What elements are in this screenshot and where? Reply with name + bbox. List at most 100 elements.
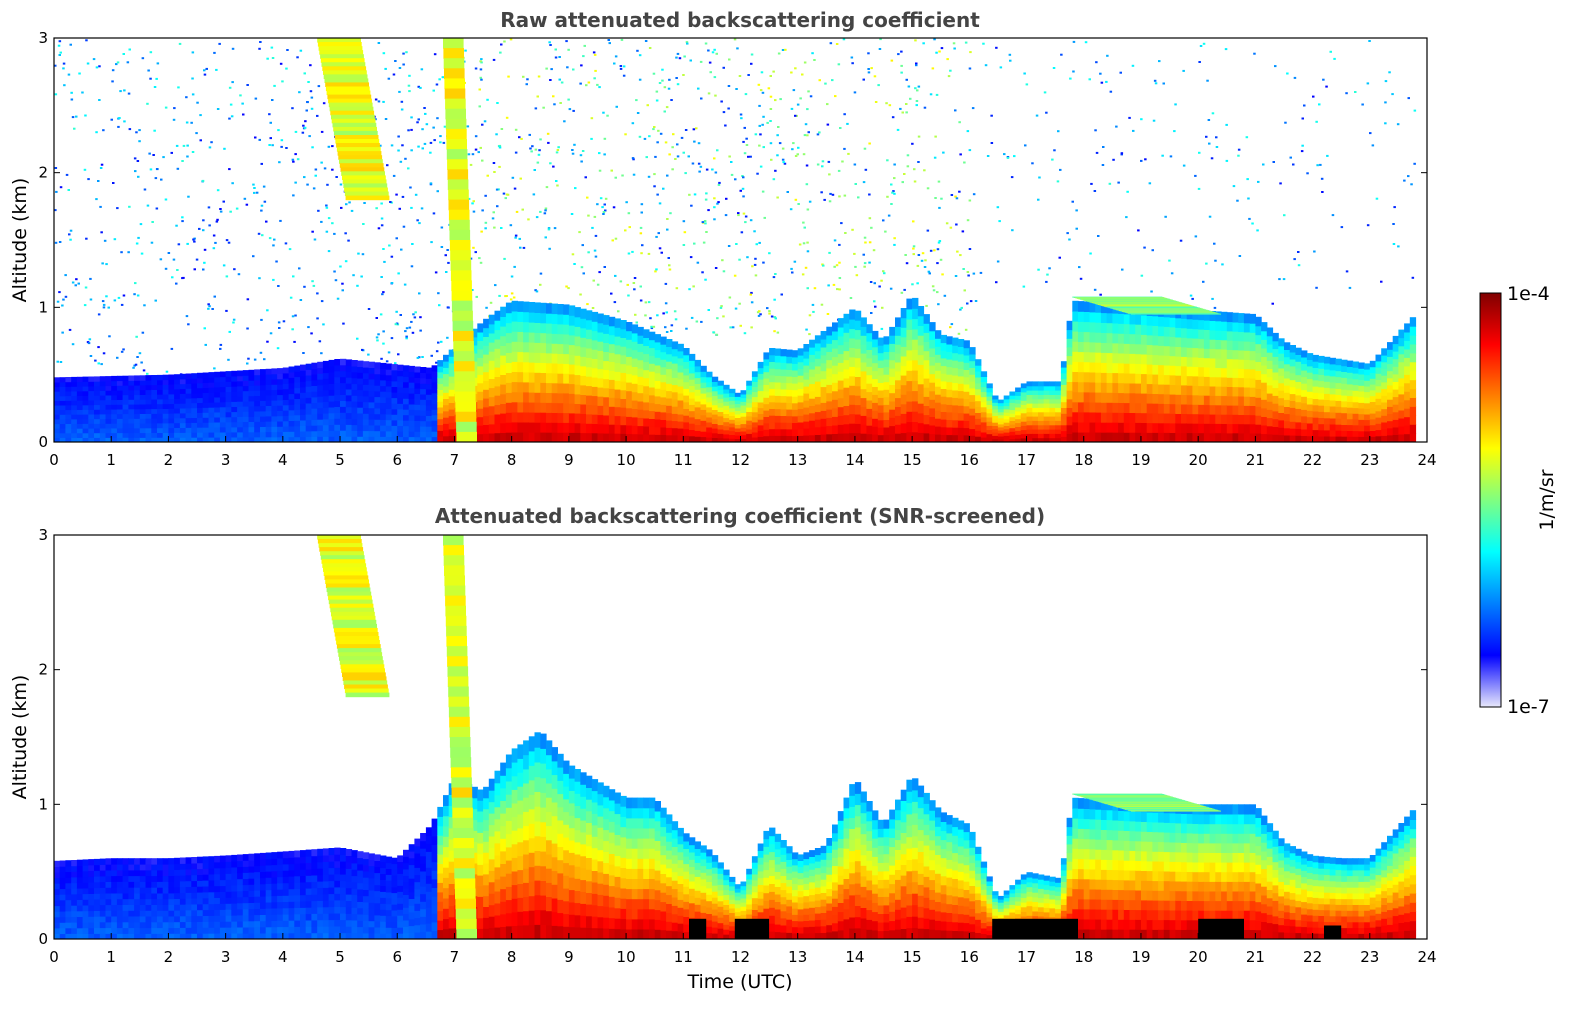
noise-speckle [968, 67, 972, 70]
heatmap-cell [997, 417, 1005, 422]
heatmap-cell [751, 437, 759, 442]
heatmap-cell [620, 415, 627, 426]
heatmap-cell [568, 383, 576, 394]
heatmap-cell [242, 421, 250, 428]
noise-speckle [1010, 176, 1014, 179]
heatmap-cell [866, 391, 873, 401]
heatmap-cell [179, 373, 187, 380]
heatmap-cell [334, 430, 341, 437]
heatmap-cell [997, 432, 1005, 437]
heatmap-cell [374, 373, 381, 380]
heatmap-cell [568, 305, 576, 316]
heatmap-cell [1324, 399, 1331, 407]
heatmap-cell [826, 409, 833, 418]
heatmap-cell [437, 371, 444, 379]
heatmap-cell [620, 407, 627, 417]
heatmap-cell [1198, 394, 1205, 405]
noise-speckle [325, 206, 329, 209]
noise-speckle [949, 226, 953, 229]
heatmap-cell [923, 350, 930, 361]
heatmap-cell [340, 418, 347, 425]
noise-speckle [915, 62, 918, 65]
noise-speckle [647, 175, 651, 178]
heatmap-cell [368, 430, 375, 437]
noise-speckle [655, 268, 658, 271]
heatmap-cell [694, 395, 701, 402]
noise-speckle [937, 303, 940, 306]
heatmap-cell [952, 419, 959, 428]
heatmap-cell [448, 409, 455, 417]
heatmap-cell [1226, 340, 1234, 350]
heatmap-cell [242, 436, 250, 442]
heatmap-cell [511, 310, 518, 322]
heatmap-cell [923, 378, 930, 388]
noise-speckle [273, 84, 276, 87]
heatmap-cell [145, 399, 152, 405]
noise-speckle [683, 231, 687, 234]
noise-speckle [601, 206, 604, 209]
heatmap-cell [534, 402, 541, 413]
heatmap-cell [734, 420, 742, 425]
heatmap-cell [231, 426, 238, 433]
heatmap-cell [763, 403, 770, 411]
heatmap-cell [1141, 334, 1148, 345]
heatmap-cell [345, 400, 353, 408]
heatmap-cell [1175, 317, 1182, 328]
heatmap-cell [883, 381, 890, 390]
noise-speckle [792, 142, 795, 145]
noise-speckle [912, 220, 915, 223]
heatmap-cell [1255, 334, 1262, 345]
heatmap-cell [351, 430, 358, 437]
heatmap-cell [1055, 433, 1062, 439]
heatmap-cell [832, 399, 839, 409]
noise-speckle [398, 90, 401, 93]
heatmap-cell [1284, 349, 1291, 358]
noise-speckle [673, 310, 677, 313]
noise-speckle [826, 313, 830, 315]
noise-speckle [375, 336, 379, 339]
heatmap-cell [1203, 376, 1211, 387]
heatmap-cell [59, 395, 66, 401]
noise-speckle [510, 275, 514, 278]
heatmap-cell [706, 411, 713, 418]
noise-speckle [1388, 71, 1391, 74]
heatmap-cell [1112, 323, 1119, 334]
heatmap-cell [1083, 411, 1090, 423]
heatmap-cell [71, 395, 78, 401]
heatmap-cell [94, 404, 101, 410]
heatmap-cell [403, 387, 410, 394]
heatmap-cell [1060, 384, 1068, 391]
heatmap-cell [443, 361, 450, 368]
noise-speckle [733, 38, 737, 41]
heatmap-cell [580, 413, 587, 424]
noise-speckle [999, 66, 1003, 69]
noise-speckle [769, 120, 772, 122]
heatmap-cell [803, 365, 810, 373]
noise-speckle [341, 282, 344, 285]
noise-speckle [676, 143, 679, 146]
noise-speckle [307, 326, 310, 329]
heatmap-cell [271, 436, 278, 442]
heatmap-cell [1089, 301, 1096, 313]
heatmap-cell [99, 409, 107, 415]
noise-speckle [545, 186, 549, 189]
noise-speckle [1058, 256, 1061, 259]
heatmap-cell [311, 374, 318, 381]
heatmap-cell [935, 386, 942, 395]
noise-speckle [1384, 80, 1388, 83]
heatmap-cell [105, 404, 112, 410]
noise-speckle [322, 323, 325, 326]
heatmap-cell [88, 395, 95, 401]
heatmap-cell [1261, 330, 1268, 340]
heatmap-cell [666, 427, 673, 436]
heatmap-cell [820, 410, 827, 419]
heatmap-cell [854, 357, 862, 368]
heatmap-cell [134, 375, 141, 381]
heatmap-cell [723, 437, 730, 442]
noise-speckle [302, 352, 305, 354]
heatmap-cell [162, 398, 169, 405]
heatmap-cell [157, 398, 164, 405]
noise-speckle [725, 197, 728, 200]
heatmap-cell [729, 392, 736, 397]
heatmap-cell [1324, 411, 1331, 419]
